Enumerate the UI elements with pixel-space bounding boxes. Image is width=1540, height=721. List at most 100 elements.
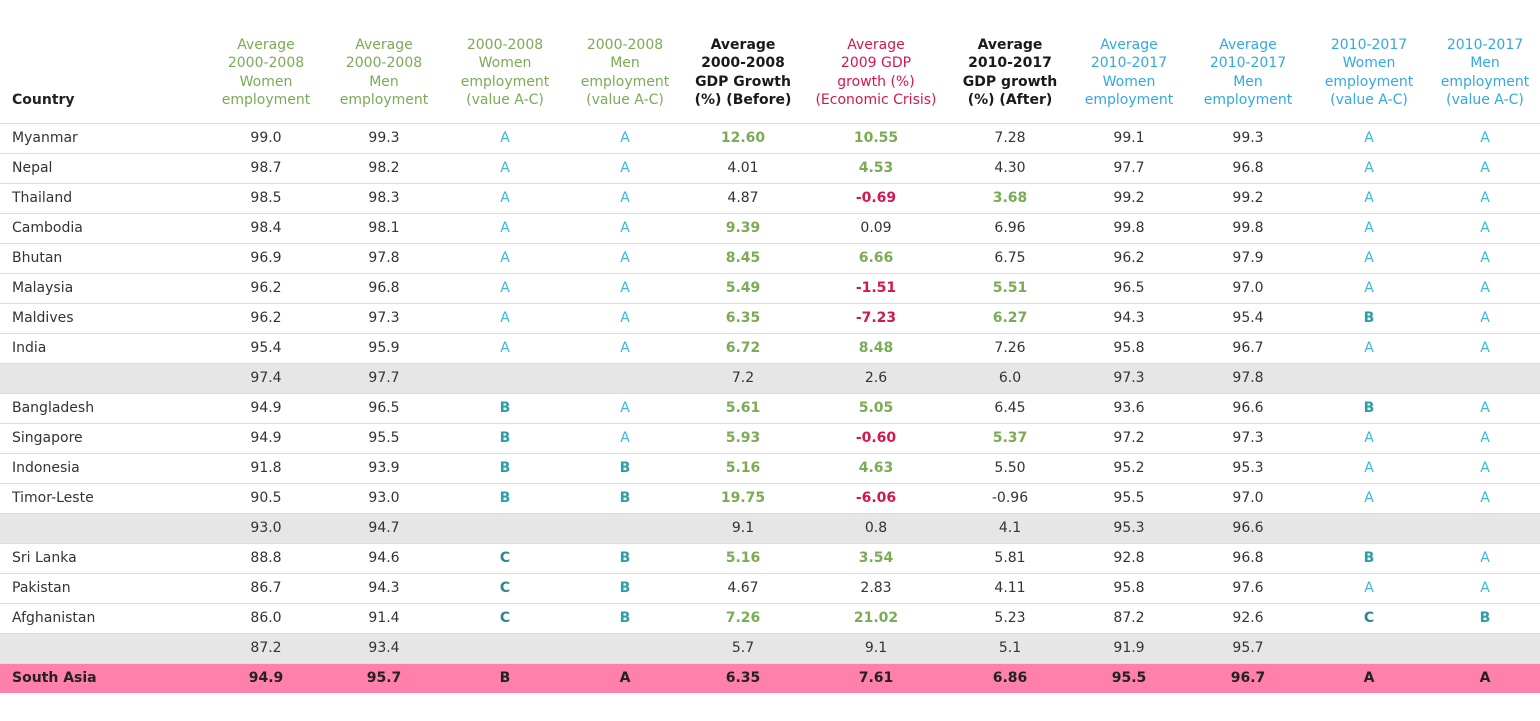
gdp-after-cell: 5.37	[950, 423, 1070, 454]
women-grade-2010-2017-cell: A	[1308, 573, 1430, 604]
header-line: Average	[977, 36, 1043, 53]
table-row: Malaysia 96.2 96.8 A A 5.49 -1.51 5.51 96.5 97.0 A…	[0, 273, 1540, 304]
women-grade-2000-2008-cell	[444, 513, 566, 544]
gdp-before-cell: 5.49	[684, 273, 802, 304]
avg-women-2000-2008-cell: 90.5	[208, 483, 324, 514]
table-row: Bangladesh 94.9 96.5 B A 5.61 5.05 6.45 93.6 96.6…	[0, 393, 1540, 424]
country-cell: Nepal	[0, 153, 208, 184]
table-row: Timor-Leste 90.5 93.0 B B 19.75 -6.06 -0.96 95.5…	[0, 483, 1540, 514]
women-grade-2010-2017-cell: A	[1308, 333, 1430, 364]
men-grade-2000-2008-cell	[566, 363, 684, 394]
avg-men-2010-2017-cell: 97.0	[1188, 483, 1308, 514]
table-row: Maldives 96.2 97.3 A A 6.35 -7.23 6.27 94.3 95.4 B…	[0, 303, 1540, 334]
avg-men-2000-2008-cell: 94.3	[324, 573, 444, 604]
header-line: 2000-2008	[586, 36, 664, 53]
header-line: 2010-2017	[1446, 36, 1524, 53]
avg-men-2010-2017-cell: 97.8	[1188, 363, 1308, 394]
men-grade-2000-2008-cell: B	[566, 453, 684, 484]
header-line: 2000-2008	[466, 36, 544, 53]
header-line: Women	[239, 73, 293, 90]
gdp-after-cell: 5.51	[950, 273, 1070, 304]
gdp-2009-cell: -6.06	[802, 483, 950, 514]
table-row: Myanmar 99.0 99.3 A A 12.60 10.55 7.28 99.1 99.3 A…	[0, 123, 1540, 154]
men-grade-2010-2017-cell	[1430, 513, 1540, 544]
women-grade-2000-2008-cell: A	[444, 243, 566, 274]
gdp-before-cell: 5.16	[684, 543, 802, 574]
country-cell: India	[0, 333, 208, 364]
avg-men-2000-2008-cell: 94.7	[324, 513, 444, 544]
avg-men-2010-2017-cell: 95.7	[1188, 633, 1308, 664]
avg-men-2010-2017-cell: 96.6	[1188, 393, 1308, 424]
avg-women-2010-2017-cell: 94.3	[1070, 303, 1188, 334]
gdp-before-cell: 9.39	[684, 213, 802, 244]
avg-men-2010-2017-cell: 97.3	[1188, 423, 1308, 454]
men-grade-2000-2008-cell: A	[566, 423, 684, 454]
header-line: 2010-2017	[1330, 36, 1408, 53]
avg-men-2000-2008-cell: 93.4	[324, 633, 444, 664]
gdp-2009-cell: 7.61	[802, 663, 950, 693]
gdp-before-cell: 9.1	[684, 513, 802, 544]
header-line: 2010-2017	[1090, 55, 1168, 71]
avg-men-2000-2008-cell: 99.3	[324, 123, 444, 154]
header-men-grade-2010-2017: 2010-2017 Men employment (value A-C)	[1430, 0, 1540, 124]
women-grade-2010-2017-cell: A	[1308, 273, 1430, 304]
header-gdp-before: Average 2000-2008 GDP Growth (%) (Before)	[684, 0, 802, 124]
men-grade-2010-2017-cell: A	[1430, 573, 1540, 604]
avg-women-2000-2008-cell: 96.2	[208, 273, 324, 304]
avg-women-2010-2017-cell: 96.2	[1070, 243, 1188, 274]
gdp-after-cell: 5.23	[950, 603, 1070, 634]
men-grade-2010-2017-cell: A	[1430, 153, 1540, 184]
country-cell: Cambodia	[0, 213, 208, 244]
men-grade-2010-2017-cell: A	[1430, 333, 1540, 364]
country-cell: Bangladesh	[0, 393, 208, 424]
avg-women-2000-2008-cell: 97.4	[208, 363, 324, 394]
avg-women-2010-2017-cell: 95.3	[1070, 513, 1188, 544]
women-grade-2010-2017-cell: A	[1308, 243, 1430, 274]
women-grade-2000-2008-cell	[444, 363, 566, 394]
employment-gdp-table-container: Country Average 2000-2008 Women employment Av…	[0, 0, 1540, 693]
avg-men-2010-2017-cell: 97.0	[1188, 273, 1308, 304]
gdp-2009-cell: -1.51	[802, 273, 950, 304]
gdp-2009-cell: 9.1	[802, 633, 950, 664]
country-cell	[0, 363, 208, 394]
total-row: South Asia 94.9 95.7 B A 6.35 7.61 6.86 95.5 96.7…	[0, 663, 1540, 693]
men-grade-2000-2008-cell: B	[566, 573, 684, 604]
avg-women-2010-2017-cell: 87.2	[1070, 603, 1188, 634]
avg-men-2000-2008-cell: 98.2	[324, 153, 444, 184]
avg-men-2010-2017-cell: 95.3	[1188, 453, 1308, 484]
gdp-2009-cell: 4.53	[802, 153, 950, 184]
men-grade-2010-2017-cell: A	[1430, 243, 1540, 274]
header-line: Men	[1470, 55, 1500, 71]
women-grade-2010-2017-cell: A	[1308, 483, 1430, 514]
avg-women-2000-2008-cell: 86.7	[208, 573, 324, 604]
women-grade-2010-2017-cell: C	[1308, 603, 1430, 634]
gdp-2009-cell: 6.66	[802, 243, 950, 274]
gdp-2009-cell: 8.48	[802, 333, 950, 364]
gdp-after-cell: 5.1	[950, 633, 1070, 664]
header-line: employment	[580, 73, 670, 90]
gdp-after-cell: -0.96	[950, 483, 1070, 514]
gdp-after-cell: 6.45	[950, 393, 1070, 424]
gdp-before-cell: 7.26	[684, 603, 802, 634]
women-grade-2010-2017-cell: B	[1308, 303, 1430, 334]
gdp-after-cell: 6.0	[950, 363, 1070, 394]
country-cell: Indonesia	[0, 453, 208, 484]
avg-men-2010-2017-cell: 99.2	[1188, 183, 1308, 214]
women-grade-2010-2017-cell: B	[1308, 543, 1430, 574]
country-cell: Timor-Leste	[0, 483, 208, 514]
gdp-2009-cell: -7.23	[802, 303, 950, 334]
avg-women-2010-2017-cell: 99.2	[1070, 183, 1188, 214]
women-grade-2010-2017-cell	[1308, 513, 1430, 544]
avg-women-2010-2017-cell: 95.8	[1070, 333, 1188, 364]
table-row: India 95.4 95.9 A A 6.72 8.48 7.26 95.8 96.7 A A	[0, 333, 1540, 364]
header-line: Women	[478, 55, 532, 71]
header-line: (%) (After)	[967, 92, 1053, 108]
table-row: Thailand 98.5 98.3 A A 4.87 -0.69 3.68 99.2 99.2 A…	[0, 183, 1540, 214]
gdp-after-cell: 7.28	[950, 123, 1070, 154]
men-grade-2000-2008-cell: A	[566, 333, 684, 364]
avg-men-2000-2008-cell: 97.3	[324, 303, 444, 334]
women-grade-2000-2008-cell: A	[444, 303, 566, 334]
avg-men-2000-2008-cell: 96.8	[324, 273, 444, 304]
avg-men-2010-2017-cell: 92.6	[1188, 603, 1308, 634]
table-row: Sri Lanka 88.8 94.6 C B 5.16 3.54 5.81 92.8 96.8 B…	[0, 543, 1540, 574]
